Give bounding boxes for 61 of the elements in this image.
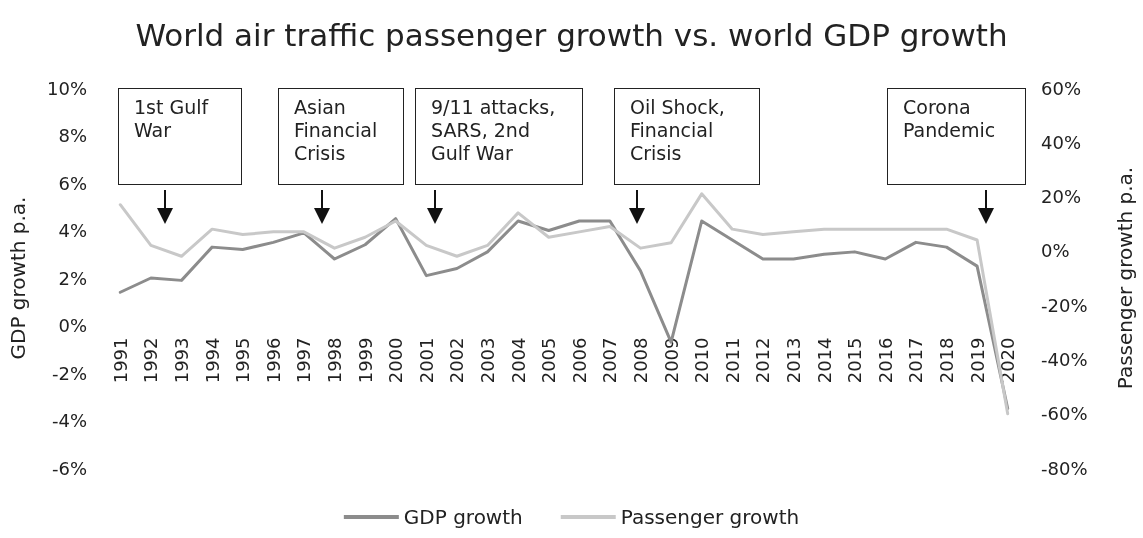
y2-tick-label: 60% (1041, 77, 1082, 99)
y-tick-label: 6% (58, 172, 87, 194)
x-tick-label: 1993 (171, 337, 192, 384)
legend-label: Passenger growth (620, 505, 800, 529)
x-tick-label: 2018 (936, 337, 957, 384)
x-tick-label: 2015 (844, 337, 866, 384)
x-tick-label: 1996 (262, 337, 284, 384)
x-tick-label: 2008 (630, 337, 651, 384)
x-tick-label: 2010 (691, 337, 713, 384)
x-tick-label: 1998 (324, 337, 345, 384)
x-tick-label: 2005 (538, 337, 560, 384)
x-tick-label: 2001 (415, 337, 437, 384)
y-tick-label: -2% (51, 362, 87, 384)
x-tick-label: 2019 (966, 337, 988, 384)
x-tick-label: 1999 (354, 337, 376, 384)
x-tick-label: 2007 (599, 337, 621, 384)
x-tick-label: 2014 (813, 337, 835, 384)
x-tick-label: 1994 (201, 337, 223, 384)
annotation: 9/11 attacks, SARS, 2nd Gulf War (431, 96, 556, 164)
x-tick-label: 2013 (783, 337, 804, 384)
x-tick-label: 2003 (477, 337, 498, 384)
x-tick-label: 2011 (721, 337, 743, 384)
x-tick-label: 2006 (568, 337, 590, 384)
x-tick-label: 2016 (874, 337, 896, 384)
annotation: Oil Shock, Financial Crisis (630, 96, 725, 164)
x-tick-label: 2012 (752, 337, 774, 384)
legend-label: GDP growth (403, 505, 523, 529)
y2-tick-label: 40% (1041, 131, 1082, 153)
x-tick-label: 1995 (232, 337, 254, 384)
y-tick-label: 8% (58, 125, 87, 146)
annotation: Asian Financial Crisis (294, 96, 378, 164)
y-tick-label: -6% (51, 457, 87, 479)
callout-box: Corona Pandemic (887, 88, 1026, 185)
x-tick-label: 2009 (660, 337, 682, 384)
y2-tick-label: -60% (1041, 403, 1088, 425)
y-tick-label: 4% (58, 220, 87, 241)
callout-box: Oil Shock, Financial Crisis (614, 88, 760, 185)
x-tick-label: 2004 (507, 337, 529, 384)
callout-box: 1st Gulf War (118, 88, 242, 185)
y-axis-title: GDP growth p.a. (6, 196, 30, 360)
x-tick-label: 1991 (109, 337, 131, 384)
y2-tick-label: -80% (1041, 457, 1088, 479)
callout-box: Asian Financial Crisis (278, 88, 404, 185)
x-tick-label: 1997 (293, 337, 315, 384)
y2-tick-label: -40% (1041, 348, 1088, 370)
callout-box: 9/11 attacks, SARS, 2nd Gulf War (415, 88, 583, 185)
x-tick-label: 1992 (140, 337, 162, 384)
annotation: Corona Pandemic (903, 96, 996, 141)
x-tick-label: 2000 (385, 337, 407, 384)
y2-tick-label: -20% (1041, 294, 1088, 316)
y2-tick-label: 0% (1041, 240, 1070, 262)
y-tick-label: 10% (46, 77, 87, 99)
annotation: 1st Gulf War (134, 96, 209, 141)
x-tick-label: 2017 (905, 337, 927, 384)
y2-tick-label: 20% (1041, 186, 1082, 208)
chart-title: World air traffic passenger growth vs. world GDP growth (135, 16, 1008, 53)
y2-axis-title: Passenger growth p.a. (1113, 166, 1137, 390)
x-tick-label: 2002 (446, 337, 468, 384)
y-tick-label: -4% (51, 410, 87, 431)
y-tick-label: 2% (58, 267, 87, 289)
y-tick-label: 0% (58, 315, 87, 336)
